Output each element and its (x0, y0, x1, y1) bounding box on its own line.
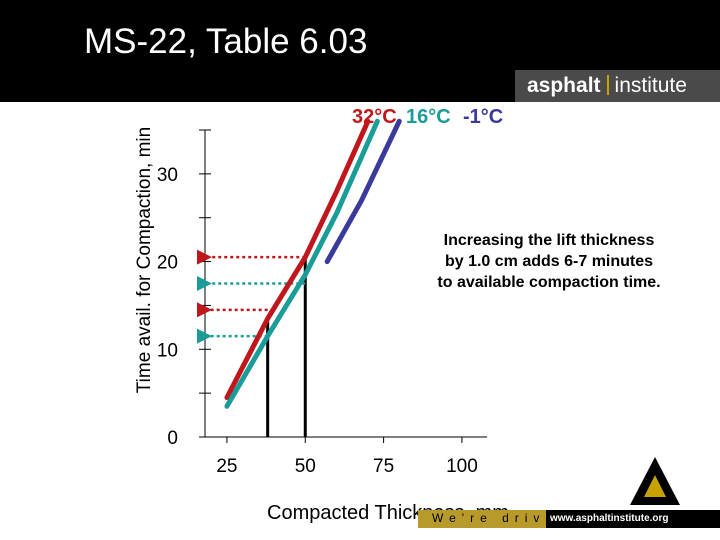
brand-logo: asphalt institute (527, 74, 687, 98)
legend-item: -1°C (463, 106, 503, 128)
x-tick-label: 100 (446, 456, 478, 477)
y-tick-label: 30 (157, 165, 178, 186)
x-tick-label: 75 (373, 456, 394, 477)
brand-separator (606, 75, 609, 95)
brand-name-part1: asphalt (527, 74, 601, 97)
website-url: www.asphaltinstitute.org (550, 513, 669, 524)
x-tick-label: 25 (216, 456, 237, 477)
brand-bar (515, 70, 720, 102)
series-line (224, 118, 380, 409)
tagline: We're driven. (432, 511, 581, 525)
series-line (224, 118, 371, 401)
dotted-arrows (197, 249, 306, 344)
chart-axes: 0 10 20 30 25 50 75 100 (157, 129, 487, 477)
slide-title: MS-22, Table 6.03 (84, 22, 368, 61)
triangle-logo-icon (630, 457, 680, 505)
legend-item: 16°C (406, 106, 451, 128)
y-tick-label: 10 (157, 340, 178, 361)
legend: 32°C 16°C -1°C (352, 106, 503, 128)
brand-name-part2: institute (614, 74, 687, 97)
x-tick-label: 50 (295, 456, 316, 477)
y-tick-label: 0 (167, 428, 178, 449)
footer-gold-band (418, 510, 546, 528)
series-lines (224, 118, 402, 409)
series-line (324, 118, 402, 265)
legend-item: 32°C (352, 106, 397, 128)
y-axis-label: Time avail. for Compaction, min (134, 126, 155, 394)
y-tick-label: 20 (157, 253, 178, 274)
annotation-note: Increasing the lift thickness by 1.0 cm … (437, 232, 661, 291)
